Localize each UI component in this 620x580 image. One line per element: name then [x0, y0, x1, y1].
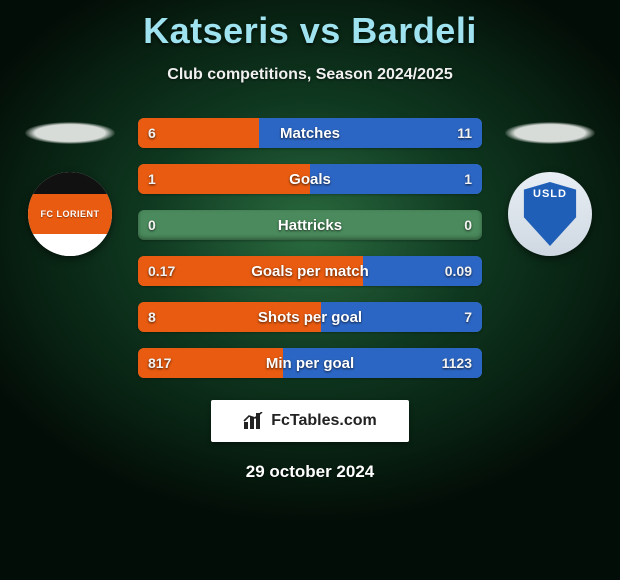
- stat-bar: Goals per match0.170.09: [138, 256, 482, 286]
- stat-bar-right-seg: [283, 348, 482, 378]
- stat-bar-right-seg: [259, 118, 482, 148]
- brand-text: FcTables.com: [271, 412, 377, 430]
- left-player-col: FC LORIENT: [20, 118, 120, 256]
- subtitle: Club competitions, Season 2024/2025: [167, 66, 452, 84]
- stat-bar: Shots per goal87: [138, 302, 482, 332]
- brand-badge: FcTables.com: [211, 400, 409, 442]
- stat-bar: Matches611: [138, 118, 482, 148]
- stat-bar-left-value: 0: [148, 210, 156, 240]
- player-shadow-left: [25, 122, 115, 144]
- right-player-col: USLD: [500, 118, 600, 256]
- stat-bar-right-seg: [363, 256, 482, 286]
- stat-bars: Matches611 Goals11 Hattricks0 0 Goals per ma…: [138, 118, 482, 378]
- club-badge-left: FC LORIENT: [28, 172, 112, 256]
- comparison-row: FC LORIENT Matches611 Goals11 Hattricks0 0 G…: [0, 118, 620, 378]
- stat-bar-left-seg: [138, 348, 283, 378]
- club-badge-left-label: FC LORIENT: [41, 209, 100, 219]
- brand-bars-icon: [243, 412, 265, 430]
- content-root: Katseris vs Bardeli Club competitions, S…: [0, 0, 620, 580]
- stat-bar-left-seg: [138, 302, 321, 332]
- club-badge-right-label: USLD: [533, 188, 567, 200]
- date-label: 29 october 2024: [246, 462, 375, 482]
- stat-bar-left-seg: [138, 118, 259, 148]
- page-title: Katseris vs Bardeli: [143, 10, 477, 52]
- stat-bar-label: Hattricks: [138, 210, 482, 240]
- player-shadow-right: [505, 122, 595, 144]
- stat-bar-right-seg: [321, 302, 482, 332]
- stat-bar: Goals11: [138, 164, 482, 194]
- stat-bar-right-value: 0: [464, 210, 472, 240]
- stat-bar-left-seg: [138, 256, 363, 286]
- stat-bar: Min per goal8171123: [138, 348, 482, 378]
- club-badge-right: USLD: [508, 172, 592, 256]
- stat-bar: Hattricks0 0: [138, 210, 482, 240]
- stat-bar-right-seg: [310, 164, 482, 194]
- stat-bar-left-seg: [138, 164, 310, 194]
